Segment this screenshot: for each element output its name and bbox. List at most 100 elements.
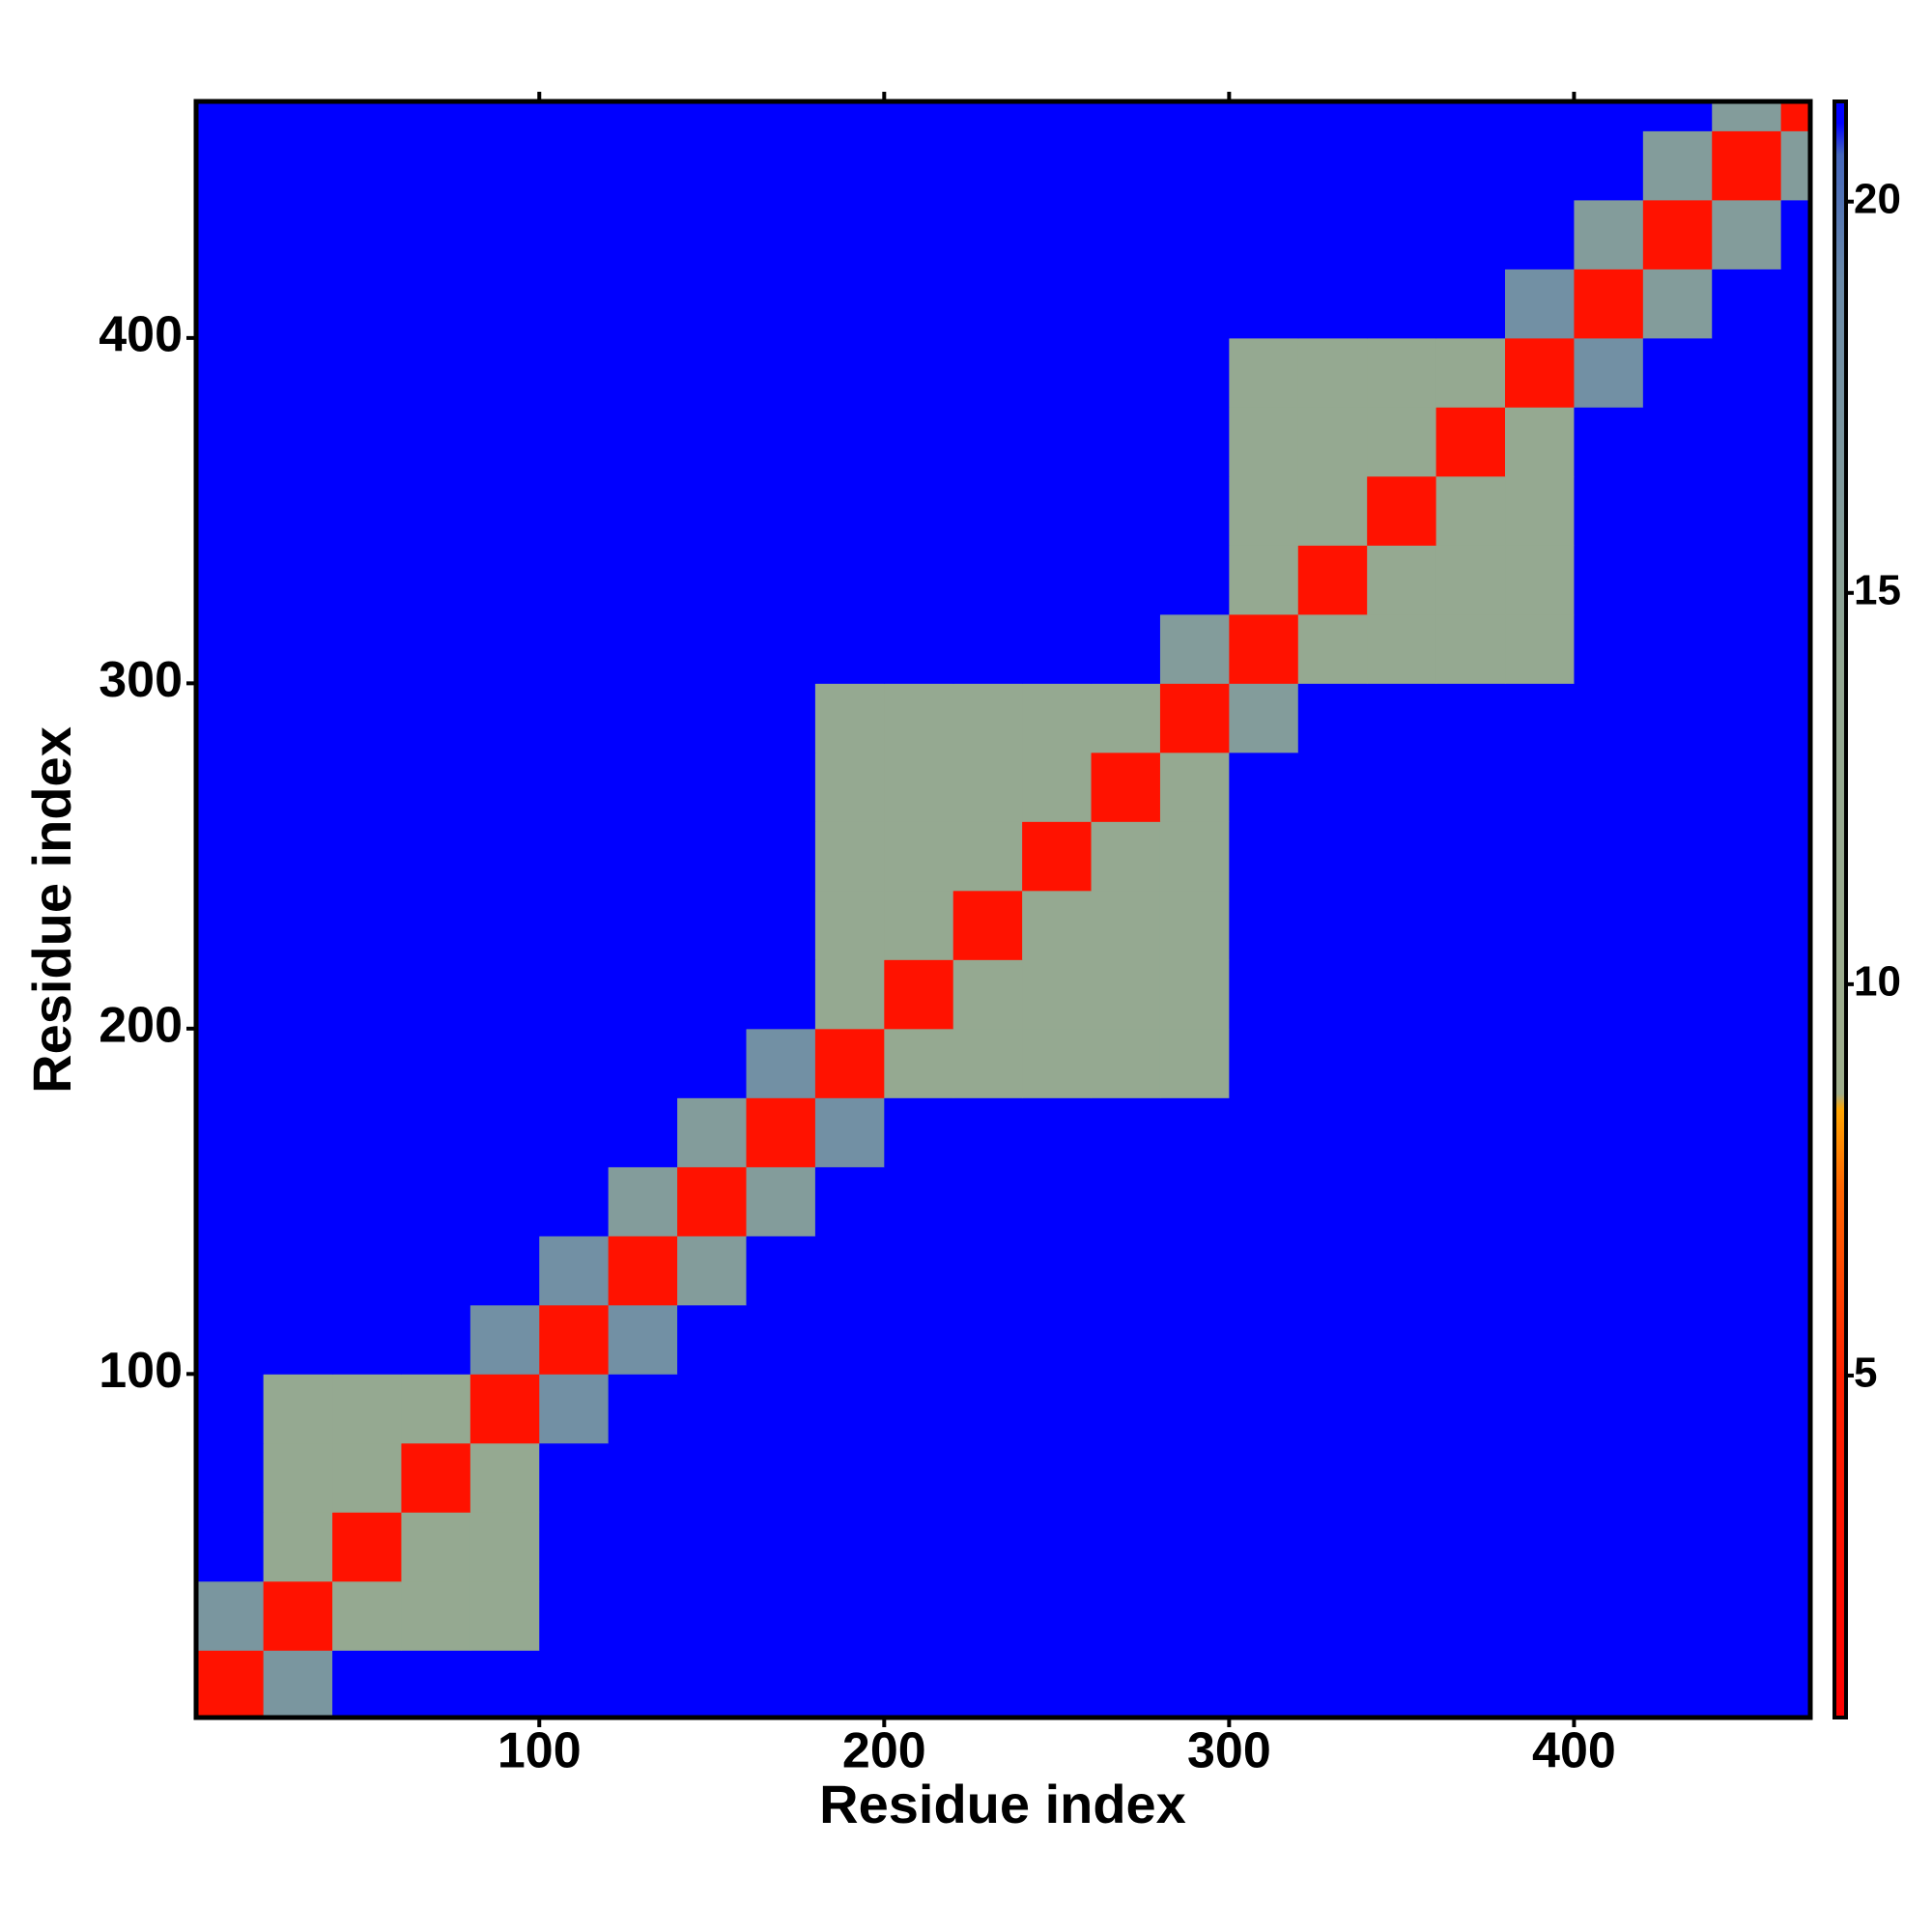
heatmap-cell xyxy=(1229,199,1299,270)
heatmap-cell xyxy=(1642,1304,1713,1375)
heatmap-cell xyxy=(1642,890,1713,960)
heatmap-cell xyxy=(1505,683,1575,753)
heatmap-cell xyxy=(884,545,954,615)
heatmap-cell xyxy=(884,683,954,753)
heatmap-cell xyxy=(608,752,678,822)
heatmap-cell xyxy=(952,1512,1023,1582)
heatmap-cell xyxy=(196,1512,265,1582)
heatmap-cell xyxy=(1022,1650,1093,1718)
heatmap-cell xyxy=(1367,1028,1437,1098)
heatmap-cell xyxy=(469,752,540,822)
heatmap-cell xyxy=(1574,1166,1644,1236)
heatmap-cell xyxy=(608,1236,678,1306)
heatmap-cell xyxy=(1712,337,1782,408)
heatmap-cell xyxy=(469,959,540,1030)
heatmap-cell xyxy=(332,1580,402,1651)
heatmap-cell xyxy=(1505,959,1575,1030)
heatmap-cell xyxy=(1159,1374,1230,1444)
heatmap-cell xyxy=(1159,269,1230,339)
heatmap-cell xyxy=(677,1304,747,1375)
heatmap-cell xyxy=(1229,821,1299,892)
heatmap-cell xyxy=(401,1580,471,1651)
heatmap-cell xyxy=(1159,101,1230,131)
heatmap-cell xyxy=(1229,1442,1299,1513)
heatmap-cell xyxy=(1159,1304,1230,1375)
heatmap-cell xyxy=(814,1650,885,1718)
heatmap-cell xyxy=(608,475,678,546)
heatmap-cell xyxy=(1091,475,1161,546)
heatmap-cell xyxy=(814,1580,885,1651)
heatmap-cell xyxy=(1022,752,1093,822)
heatmap-cell xyxy=(1505,407,1575,477)
heatmap-cell xyxy=(608,1166,678,1236)
heatmap-cell xyxy=(677,130,747,201)
heatmap-cell xyxy=(263,683,333,753)
heatmap-cell xyxy=(884,1097,954,1168)
heatmap-cell xyxy=(1367,101,1437,131)
heatmap-cell xyxy=(1780,890,1810,960)
heatmap-cell xyxy=(1435,1374,1506,1444)
heatmap-cell xyxy=(884,1236,954,1306)
heatmap-cell xyxy=(263,475,333,546)
heatmap-cell xyxy=(884,1442,954,1513)
heatmap-cell xyxy=(1159,959,1230,1030)
heatmap-cell xyxy=(1367,269,1437,339)
heatmap-cell xyxy=(1574,613,1644,684)
heatmap-cell xyxy=(1574,752,1644,822)
heatmap-cell xyxy=(539,1304,610,1375)
heatmap-cell xyxy=(196,1650,265,1718)
heatmap-cell xyxy=(608,407,678,477)
heatmap-cell xyxy=(1780,1374,1810,1444)
heatmap-cell xyxy=(1229,890,1299,960)
heatmap-cell xyxy=(746,130,816,201)
heatmap-cell xyxy=(1297,1650,1368,1718)
heatmap-cell xyxy=(539,1442,610,1513)
heatmap-cell xyxy=(1642,1236,1713,1306)
heatmap-cell xyxy=(1574,683,1644,753)
heatmap-cell xyxy=(1642,1580,1713,1651)
heatmap-cell xyxy=(1367,613,1437,684)
heatmap-cell xyxy=(677,199,747,270)
heatmap-cell xyxy=(539,199,610,270)
heatmap-cell xyxy=(196,752,265,822)
heatmap-cell xyxy=(469,545,540,615)
heatmap-cell xyxy=(1712,1374,1782,1444)
heatmap-cell xyxy=(814,821,885,892)
heatmap-cell xyxy=(196,407,265,477)
heatmap-cell xyxy=(1780,1442,1810,1513)
heatmap-cell xyxy=(539,337,610,408)
heatmap-cell xyxy=(332,752,402,822)
heatmap-cell xyxy=(469,199,540,270)
heatmap-cell xyxy=(746,1304,816,1375)
heatmap-cell xyxy=(814,1097,885,1168)
heatmap-cell xyxy=(196,1097,265,1168)
heatmap-cell xyxy=(469,1512,540,1582)
heatmap-cell xyxy=(1712,545,1782,615)
heatmap-cell xyxy=(1367,1650,1437,1718)
heatmap-cell xyxy=(1159,130,1230,201)
heatmap-cell xyxy=(608,959,678,1030)
heatmap-cell xyxy=(1505,1028,1575,1098)
heatmap-cell xyxy=(196,1442,265,1513)
heatmap-cell xyxy=(884,1650,954,1718)
heatmap-cell xyxy=(1229,130,1299,201)
heatmap-cell xyxy=(263,1374,333,1444)
heatmap-cell xyxy=(1297,1236,1368,1306)
heatmap-cell xyxy=(539,613,610,684)
heatmap-cell xyxy=(814,199,885,270)
heatmap-cell xyxy=(608,890,678,960)
heatmap-cell xyxy=(1435,337,1506,408)
heatmap-cell xyxy=(1159,1236,1230,1306)
heatmap-cell xyxy=(1712,1304,1782,1375)
colorbar xyxy=(1833,99,1848,1719)
heatmap-cell xyxy=(332,269,402,339)
heatmap-cell xyxy=(677,1374,747,1444)
heatmap-cell xyxy=(196,1166,265,1236)
heatmap-cell xyxy=(1574,1028,1644,1098)
heatmap-cell xyxy=(332,1236,402,1306)
heatmap-cell xyxy=(1642,959,1713,1030)
heatmap-cell xyxy=(952,821,1023,892)
heatmap-cell xyxy=(1297,101,1368,131)
heatmap-cell xyxy=(1642,337,1713,408)
heatmap-cell xyxy=(1229,1304,1299,1375)
